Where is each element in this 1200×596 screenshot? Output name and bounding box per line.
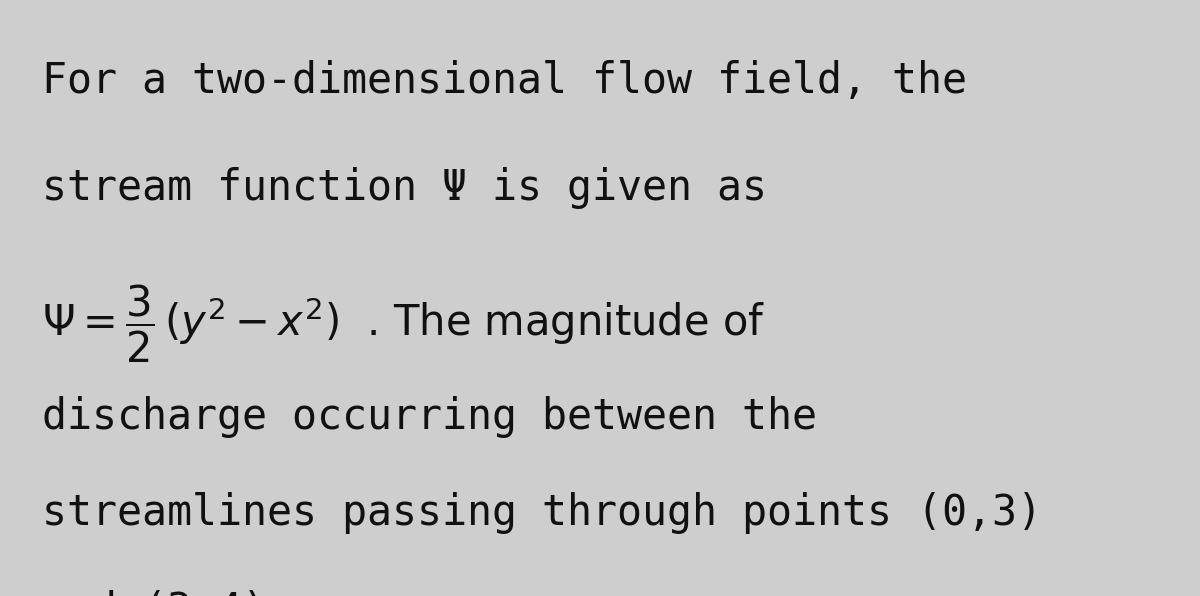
Text: and (3,4): and (3,4) xyxy=(42,590,266,596)
Text: streamlines passing through points (0,3): streamlines passing through points (0,3) xyxy=(42,492,1042,533)
Text: stream function Ψ is given as: stream function Ψ is given as xyxy=(42,167,767,209)
Text: $\Psi = \dfrac{3}{2}\,(y^2 - x^2)$  . The magnitude of: $\Psi = \dfrac{3}{2}\,(y^2 - x^2)$ . The… xyxy=(42,283,766,365)
Text: For a two-dimensional flow field, the: For a two-dimensional flow field, the xyxy=(42,60,967,101)
Text: discharge occurring between the: discharge occurring between the xyxy=(42,396,817,438)
